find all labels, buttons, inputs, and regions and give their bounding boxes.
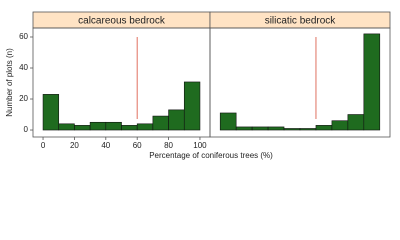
bar [74, 125, 91, 131]
x-tick-label: 0 [41, 141, 46, 150]
bar [363, 33, 381, 131]
x-tick-label: 100 [193, 141, 207, 150]
bar [89, 121, 107, 131]
bar [183, 81, 201, 131]
bar [105, 121, 122, 131]
bar [136, 123, 154, 131]
bar [121, 125, 138, 131]
panel-title: calcareous bedrock [78, 16, 166, 27]
bar [219, 112, 237, 131]
bar [235, 126, 253, 131]
x-axis-label: Percentage of coniferous trees (%) [149, 151, 273, 160]
bar [152, 115, 169, 131]
y-tick-label: 60 [19, 32, 28, 41]
x-tick-label: 80 [164, 141, 173, 150]
panel-title: silicatic bedrock [265, 16, 337, 27]
y-tick-label: 40 [19, 63, 28, 72]
x-tick-label: 40 [101, 141, 110, 150]
bar [283, 128, 301, 131]
bar [251, 126, 269, 131]
bar [315, 125, 333, 131]
bar [42, 94, 60, 131]
bar [267, 126, 285, 131]
bar [299, 128, 317, 131]
x-tick-label: 20 [70, 141, 79, 150]
bar [168, 109, 185, 131]
x-tick-label: 60 [133, 141, 142, 150]
chart: calcareous bedrock 0 20 40 60 80 100 0 20 40 60 Per… [5, 11, 391, 160]
bar [347, 114, 365, 131]
bar [58, 123, 75, 131]
plot-frame [209, 27, 391, 138]
y-axis-label: Number of plots (n) [5, 48, 14, 117]
bar [331, 120, 349, 131]
y-tick-label: 0 [24, 125, 29, 134]
y-tick-label: 20 [19, 94, 28, 103]
